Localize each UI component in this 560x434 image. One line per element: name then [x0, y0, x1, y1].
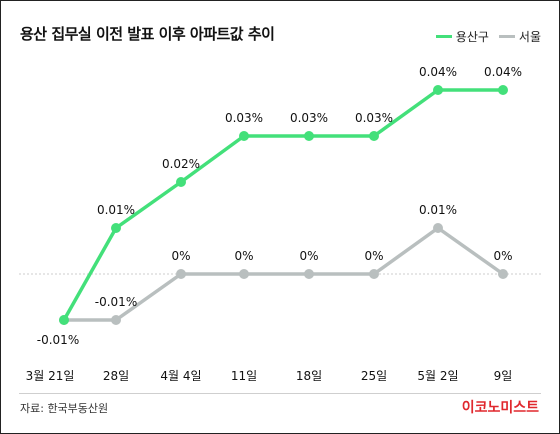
data-point-0-0	[59, 315, 69, 325]
data-point-1-2	[176, 269, 186, 279]
x-tick-label-7: 9일	[494, 369, 513, 383]
data-label-1-6: 0.01%	[419, 203, 457, 217]
legend-item-yongsan: 용산구	[435, 28, 489, 45]
data-point-1-1	[111, 315, 121, 325]
x-tick-label-5: 25일	[361, 369, 387, 383]
x-tick-label-6: 5월 2일	[417, 369, 458, 383]
data-label-1-7: 0%	[493, 249, 512, 263]
data-label-1-4: 0%	[299, 249, 318, 263]
legend-label-yongsan: 용산구	[455, 30, 489, 44]
x-tick-label-1: 28일	[103, 369, 129, 383]
legend-swatch-seoul	[498, 35, 515, 38]
data-label-1-2: 0%	[171, 249, 190, 263]
data-point-0-6	[433, 85, 443, 95]
data-label-0-0: -0.01%	[37, 333, 79, 347]
data-label-1-3: 0%	[234, 249, 253, 263]
data-point-0-5	[369, 131, 379, 141]
footer-divider	[19, 393, 541, 394]
data-point-0-1	[111, 223, 121, 233]
x-tick-label-2: 4월 4일	[160, 369, 201, 383]
source-text: 자료: 한국부동산원	[20, 402, 109, 415]
series-line-1	[62, 226, 505, 322]
data-point-1-5	[369, 269, 379, 279]
data-point-0-4	[304, 131, 314, 141]
data-label-0-2: 0.02%	[162, 157, 200, 171]
legend-label-seoul: 서울	[518, 30, 541, 44]
data-point-1-3	[239, 269, 249, 279]
data-label-1-1: -0.01%	[95, 295, 137, 309]
x-tick-label-3: 11일	[231, 369, 257, 383]
chart-legend: 용산구 서울	[426, 28, 541, 45]
legend-swatch-yongsan	[435, 35, 452, 38]
series-line-0	[62, 88, 505, 322]
data-label-1-5: 0%	[364, 249, 383, 263]
chart-title: 용산 집무실 이전 발표 이후 아파트값 추이	[20, 25, 275, 43]
data-label-0-6: 0.04%	[419, 65, 457, 79]
data-label-0-7: 0.04%	[484, 65, 522, 79]
legend-item-seoul: 서울	[498, 28, 541, 45]
data-point-1-6	[433, 223, 443, 233]
data-label-0-1: 0.01%	[97, 203, 135, 217]
data-point-1-4	[304, 269, 314, 279]
data-point-0-2	[176, 177, 186, 187]
data-point-0-7	[498, 85, 508, 95]
data-point-0-3	[239, 131, 249, 141]
x-tick-label-4: 18일	[296, 369, 322, 383]
data-label-0-3: 0.03%	[225, 111, 263, 125]
x-tick-label-0: 3월 21일	[26, 369, 75, 383]
data-point-1-7	[498, 269, 508, 279]
data-label-0-4: 0.03%	[290, 111, 328, 125]
brand-logo: 이코노미스트	[461, 400, 539, 416]
data-label-0-5: 0.03%	[355, 111, 393, 125]
